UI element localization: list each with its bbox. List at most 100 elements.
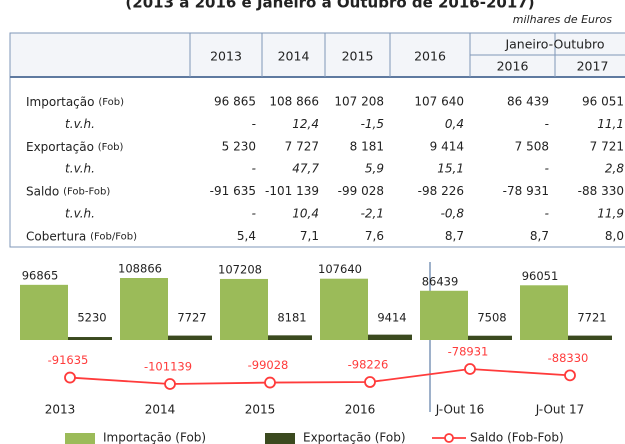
row-label: Importação (Fob) xyxy=(26,95,124,109)
row-label-unit: (Fob) xyxy=(98,142,124,153)
group-header: Janeiro-Outubro xyxy=(504,37,604,52)
line xyxy=(69,368,571,385)
bar xyxy=(568,335,612,340)
data-label: 96051 xyxy=(522,269,559,283)
data-label: -78931 xyxy=(448,345,489,359)
cell: -2,1 xyxy=(361,207,384,221)
marker xyxy=(364,376,376,388)
cell: -88 330 xyxy=(578,184,624,198)
data-label: -101139 xyxy=(144,360,192,374)
marker xyxy=(164,378,176,390)
row-label-unit: (Fob) xyxy=(98,97,124,108)
data-label: 7508 xyxy=(477,311,506,325)
cell: 7,6 xyxy=(365,229,384,243)
legend-label: Importação (Fob) xyxy=(103,431,206,444)
cell: -1,5 xyxy=(361,117,384,131)
data-label: -99028 xyxy=(248,358,289,372)
cell: 47,7 xyxy=(292,162,319,176)
title: (2013 a 2016 e Janeiro a Outubro de 2016… xyxy=(125,0,534,12)
cell: 7 508 xyxy=(515,139,549,153)
data-label: 7727 xyxy=(177,311,206,325)
table-border xyxy=(9,32,625,248)
legend-swatch xyxy=(65,433,95,444)
cell: 107 208 xyxy=(334,95,384,109)
cell: 5 230 xyxy=(222,139,256,153)
marker xyxy=(64,371,76,384)
cell: -91 635 xyxy=(210,184,256,198)
bar xyxy=(420,290,468,340)
cell: 12,4 xyxy=(292,117,319,131)
cell: 5,4 xyxy=(237,229,256,243)
bar xyxy=(468,335,512,340)
row-label: t.v.h. xyxy=(65,162,95,176)
x-tick-label: J-Out 16 xyxy=(435,403,485,417)
bar xyxy=(368,334,412,340)
cell: -99 028 xyxy=(338,184,384,198)
cell: 8,0 xyxy=(605,229,624,243)
cell: 8,7 xyxy=(445,229,464,243)
data-label: -91635 xyxy=(48,353,89,367)
cell: 11,9 xyxy=(597,207,624,221)
unit-note: milhares de Euros xyxy=(513,13,612,26)
x-tick-label: 2013 xyxy=(45,403,76,417)
bar xyxy=(320,278,368,340)
cell: -101 139 xyxy=(265,184,319,198)
row-label-name: Importação xyxy=(26,95,94,109)
cell: 96 051 xyxy=(582,95,624,109)
cell: 7 721 xyxy=(590,139,624,153)
marker xyxy=(464,363,476,375)
data-label: 9414 xyxy=(377,311,406,325)
column-header: 2016 xyxy=(414,49,446,64)
data-label: -98226 xyxy=(348,358,389,372)
column-header: 2016 xyxy=(497,59,529,74)
column-header: 2014 xyxy=(278,49,310,64)
row-label: Exportação (Fob) xyxy=(26,139,124,153)
legend-label: Exportação (Fob) xyxy=(303,431,406,444)
cell: - xyxy=(252,207,256,221)
data-label: 107640 xyxy=(318,262,362,276)
row-label: t.v.h. xyxy=(65,117,95,131)
data-label: 86439 xyxy=(422,274,459,288)
x-tick-label: 2016 xyxy=(345,403,376,417)
data-label: 5230 xyxy=(77,311,106,325)
cell: 8 181 xyxy=(350,139,384,153)
cell: 7 727 xyxy=(285,139,319,153)
row-label-unit: (Fob-Fob) xyxy=(63,187,110,198)
data-label: 8181 xyxy=(277,311,306,325)
cell: 0,4 xyxy=(445,117,464,131)
data-label: 96865 xyxy=(22,268,59,282)
data-label: -88330 xyxy=(548,351,589,365)
cell: - xyxy=(252,117,256,131)
row-label-unit: (Fob/Fob) xyxy=(90,231,137,242)
cell: 11,1 xyxy=(597,117,624,131)
legend-swatch xyxy=(444,433,454,443)
x-tick-label: 2014 xyxy=(145,403,176,417)
cell: -98 226 xyxy=(418,184,464,198)
cell: - xyxy=(545,207,549,221)
row-label-name: Cobertura xyxy=(26,229,86,243)
data-label: 108866 xyxy=(118,262,162,276)
legend-label: Saldo (Fob-Fob) xyxy=(470,431,564,444)
bar xyxy=(68,337,112,340)
bar xyxy=(120,278,168,340)
row-label-name: Saldo xyxy=(26,184,59,198)
column-header: 2013 xyxy=(210,49,242,64)
cell: - xyxy=(545,117,549,131)
bar xyxy=(520,285,568,340)
column-header: 2017 xyxy=(577,59,609,74)
cell: 86 439 xyxy=(507,95,549,109)
column-header: 2015 xyxy=(342,49,374,64)
bar xyxy=(268,335,312,340)
row-label: t.v.h. xyxy=(65,207,95,221)
cell: 7,1 xyxy=(300,229,319,243)
cell: -0,8 xyxy=(441,207,465,221)
bar xyxy=(220,278,268,340)
x-tick-label: J-Out 17 xyxy=(535,403,585,417)
row-label-name: Exportação xyxy=(26,139,94,153)
cell: 107 640 xyxy=(414,95,464,109)
data-label: 7721 xyxy=(577,311,606,325)
cell: - xyxy=(545,162,549,176)
cell: -78 931 xyxy=(503,184,549,198)
cell: 9 414 xyxy=(430,139,464,153)
